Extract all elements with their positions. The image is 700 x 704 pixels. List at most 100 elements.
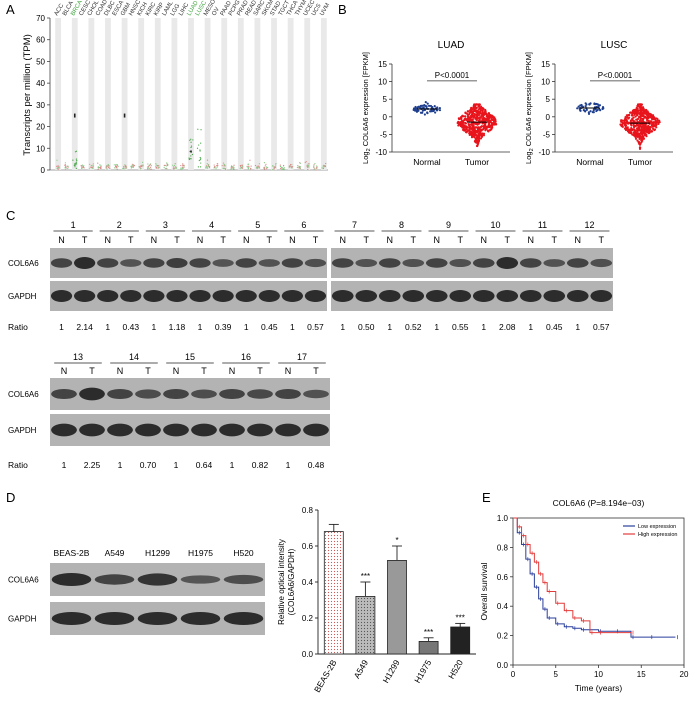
panel-a-point bbox=[297, 165, 299, 167]
panel-a-point bbox=[133, 164, 136, 167]
panel-b-tumor-point bbox=[487, 119, 490, 122]
blot-ratio-value: 0.48 bbox=[308, 460, 325, 470]
panel-b-tumor-point bbox=[640, 126, 643, 129]
blot-c1-col6a6-band bbox=[258, 259, 280, 267]
panel-a-point bbox=[99, 164, 101, 166]
panel-a-point bbox=[231, 166, 233, 169]
panel-a-point bbox=[173, 168, 175, 170]
panel-a-point bbox=[283, 167, 285, 169]
blot-c1r-gapdh-band bbox=[402, 290, 425, 302]
panel-a-point bbox=[150, 165, 153, 167]
panel-a-point bbox=[173, 164, 176, 167]
panel-a-median bbox=[190, 150, 192, 153]
blot-lane-number: 14 bbox=[129, 352, 139, 362]
panel-a-point bbox=[182, 167, 184, 169]
panel-b-tumor-point bbox=[456, 121, 459, 125]
panel-b-ytick-label: -10 bbox=[538, 148, 550, 157]
panel-d-blot: BEAS-2B A549 H1299 H1975 H520 COL6A6 GAPDH bbox=[8, 548, 265, 635]
panel-b-tumor-point bbox=[633, 124, 636, 128]
panel-e-xtick-label: 5 bbox=[554, 670, 559, 679]
panel-b-normal-point bbox=[426, 111, 429, 115]
panel-b-tumor-point bbox=[473, 113, 476, 116]
panel-b-tumor-point bbox=[641, 132, 644, 135]
panel-b-normal-point bbox=[417, 105, 421, 108]
blot-lane-number: 11 bbox=[538, 220, 547, 230]
panel-b-tumor-point bbox=[647, 116, 650, 119]
blot-ratio-label: Ratio bbox=[8, 460, 28, 470]
panel-a-point bbox=[290, 163, 292, 166]
blot-c1r-gapdh-band bbox=[519, 290, 542, 302]
blot-ratio-value: 2.14 bbox=[76, 322, 93, 332]
blot-ratio-value: 0.39 bbox=[215, 322, 232, 332]
panel-a-point bbox=[99, 167, 102, 169]
panel-a-point bbox=[279, 165, 282, 168]
panel-b-tumor-point bbox=[623, 127, 627, 130]
panel-a-point bbox=[281, 167, 284, 169]
panel-a-point bbox=[67, 165, 69, 167]
panel-b-tumor-point bbox=[475, 144, 479, 148]
panel-a-point bbox=[80, 165, 82, 167]
panel-a-point bbox=[223, 165, 225, 167]
panel-b-tumor-point bbox=[480, 128, 483, 131]
blot-ratio-value: 1 bbox=[340, 322, 345, 332]
panel-e-series-low bbox=[513, 517, 676, 638]
panel-a-point bbox=[92, 165, 94, 167]
blot-ratio-value: 1 bbox=[434, 322, 439, 332]
blot-c2-gapdh-band bbox=[219, 423, 245, 437]
panel-b-tumor-point bbox=[623, 122, 627, 125]
panel-b-tumor-point bbox=[481, 106, 484, 110]
panel-b-tumor-point bbox=[656, 119, 659, 122]
blot-c1-col6a6-band bbox=[281, 258, 303, 268]
panel-e-xtick-label: 10 bbox=[594, 670, 603, 679]
panel-b-normal-point bbox=[412, 108, 415, 112]
panel-b-tumor-point bbox=[468, 125, 471, 128]
panel-b-tumor-point bbox=[484, 108, 487, 112]
blot-c1-gapdh-band bbox=[74, 290, 96, 302]
blot-c1-col6a6-band bbox=[97, 258, 119, 268]
panel-a-ytick-label: 10 bbox=[36, 144, 45, 153]
blot-lane-number: 6 bbox=[301, 220, 306, 230]
panel-a-stripe bbox=[304, 18, 311, 170]
panel-e-xlabel: Time (years) bbox=[575, 683, 623, 693]
panel-a-point bbox=[149, 166, 152, 168]
panel-b-tumor-point bbox=[475, 119, 478, 122]
panel-a-point bbox=[180, 168, 182, 170]
panel-a-point bbox=[75, 150, 78, 152]
panel-b-xlabel-tumor: Tumor bbox=[465, 157, 489, 167]
blot-ratio-value: 0.57 bbox=[593, 322, 610, 332]
blot-c2-gapdh-band bbox=[51, 423, 77, 437]
panel-a-point bbox=[314, 162, 316, 165]
panel-b-ytick-label: 15 bbox=[541, 60, 550, 69]
blot-c1r-col6a6-band bbox=[566, 258, 589, 268]
panel-b-tumor-point bbox=[473, 106, 476, 110]
blot-c1-gapdh-band bbox=[281, 290, 303, 302]
panel-b-tumor-point bbox=[477, 122, 481, 125]
panel-b-tumor-point bbox=[628, 116, 631, 119]
blot-c1r-col6a6-band bbox=[355, 259, 378, 267]
panel-a-point bbox=[88, 168, 90, 170]
blot-c1r-gapdh-band bbox=[496, 290, 519, 302]
panel-a-point bbox=[83, 167, 85, 169]
panel-b-tumor-point bbox=[635, 133, 639, 136]
blot-c1r-gapdh-band bbox=[355, 290, 378, 302]
panel-a-point bbox=[197, 128, 199, 130]
panel-b-tumor-point bbox=[620, 119, 624, 122]
panel-a-point bbox=[72, 159, 74, 161]
panel-a-ytick-label: 60 bbox=[36, 36, 45, 45]
blot-ratio-value: 1 bbox=[230, 460, 235, 470]
panel-e-xtick-label: 0 bbox=[511, 670, 516, 679]
blot-c1r-gapdh-band bbox=[425, 290, 448, 302]
blot-c2-gapdh-band bbox=[163, 423, 189, 437]
panel-a-point bbox=[164, 164, 166, 167]
panel-b-tumor-point bbox=[640, 103, 643, 106]
panel-b-tumor-point bbox=[473, 104, 476, 107]
panel-b-normal-point bbox=[593, 102, 596, 106]
panel-a-point bbox=[279, 164, 281, 166]
panel-b-tumor-point bbox=[466, 110, 469, 113]
panel-c-blot-bottom: 13 N T 14 N T 15 N T 16 N T 17 N T COL6A6 GAPDH Ratio 1 2.2… bbox=[8, 352, 330, 470]
panel-b-ylabel-sub: 2 bbox=[366, 148, 372, 151]
blot-d-gapdh-band bbox=[223, 611, 264, 626]
blot-d-col6a6-band bbox=[180, 575, 221, 584]
panel-b-tumor-point bbox=[644, 128, 648, 131]
panel-b-normal-point bbox=[584, 105, 587, 108]
